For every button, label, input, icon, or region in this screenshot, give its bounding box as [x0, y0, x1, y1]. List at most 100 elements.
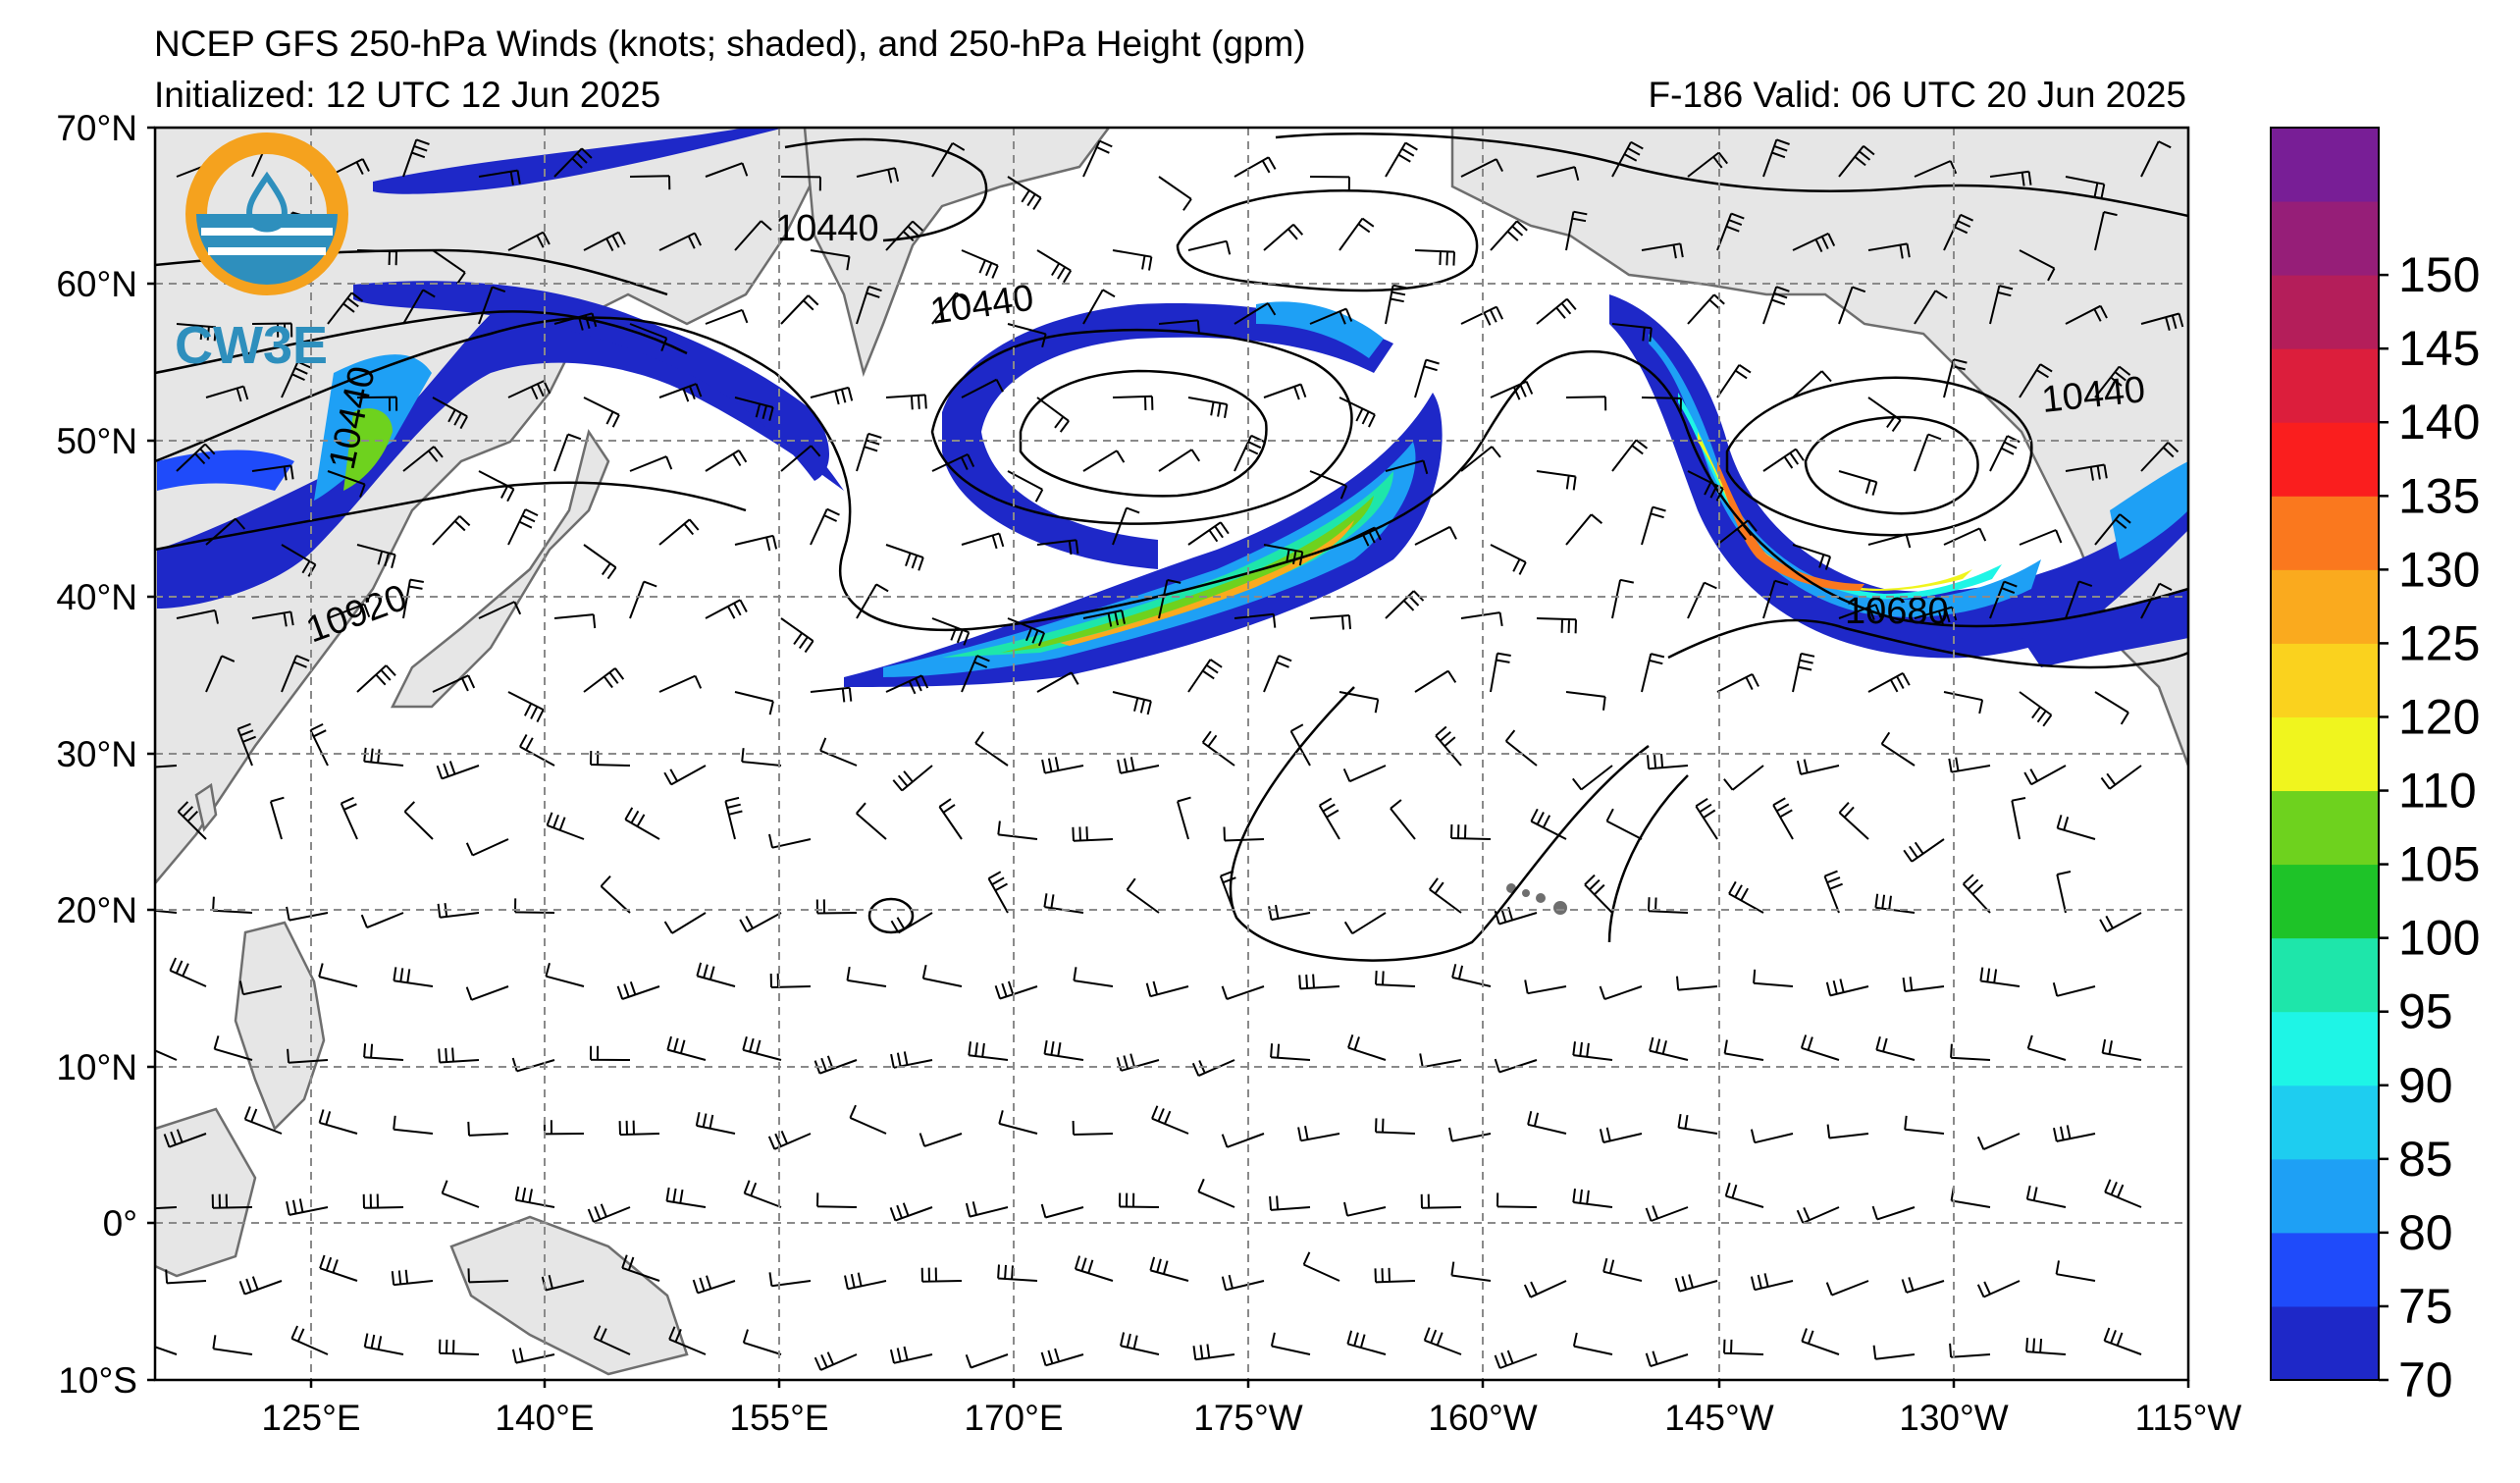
- wind-barb: [1962, 874, 1991, 914]
- wind-barb: [1385, 141, 1418, 178]
- wind-barb: [780, 176, 821, 191]
- wind-barb: [1112, 249, 1153, 271]
- wind-barb: [1339, 397, 1376, 428]
- wind-barb: [961, 532, 1005, 550]
- lon-tick-label: 160°W: [1428, 1398, 1538, 1438]
- height-contours: [155, 132, 2188, 962]
- wind-barb: [287, 1048, 329, 1064]
- colorbar-label: 135: [2398, 468, 2480, 523]
- wind-barb: [1390, 799, 1416, 840]
- wind-barb: [318, 1109, 358, 1135]
- wind-barb: [2104, 1179, 2142, 1208]
- wind-barb: [658, 383, 703, 402]
- wind-barb: [155, 1346, 178, 1355]
- wind-barb: [961, 249, 999, 279]
- wind-barb: [1838, 145, 1875, 178]
- wind-barb: [1339, 526, 1382, 547]
- wind-barb: [1263, 223, 1304, 251]
- wind-barb: [1036, 671, 1079, 693]
- wind-barb: [1801, 1328, 1840, 1355]
- wind-barb: [919, 1133, 963, 1147]
- wind-barb: [1036, 539, 1079, 556]
- wind-barb: [616, 980, 660, 1000]
- wind-barb: [1611, 439, 1649, 472]
- wind-barb: [1494, 1350, 1538, 1369]
- lat-tick-label: 50°N: [56, 421, 137, 461]
- wind-barb: [1494, 906, 1538, 926]
- wind-barb: [1460, 305, 1504, 326]
- wind-barb: [2056, 871, 2072, 914]
- wind-barb: [402, 446, 444, 472]
- wind-barb: [856, 167, 900, 184]
- wind-barb: [885, 674, 929, 695]
- wind-barb: [1385, 459, 1429, 475]
- wind-barb: [1523, 1280, 1567, 1298]
- wind-barb: [658, 232, 703, 251]
- wind-barb: [600, 875, 631, 914]
- wind-barb: [251, 322, 293, 338]
- lat-tick-label: 10°N: [56, 1047, 137, 1087]
- wind-barb: [391, 1269, 434, 1287]
- wind-barb: [998, 1110, 1038, 1135]
- wind-barb: [741, 748, 782, 767]
- wind-barb: [1302, 1251, 1340, 1282]
- colorbar-label: 120: [2398, 689, 2480, 744]
- wind-barb: [921, 964, 963, 987]
- wind-barb: [1270, 1043, 1311, 1061]
- wind-barb: [1716, 363, 1752, 398]
- wind-barb: [624, 807, 660, 840]
- wind-barb: [507, 691, 545, 723]
- wind-barb: [1976, 1133, 2021, 1151]
- wind-barb: [583, 667, 625, 693]
- wind-barb: [618, 1120, 660, 1137]
- wind-barb: [393, 1115, 434, 1135]
- wind-barb: [705, 162, 749, 178]
- wind-barb: [432, 397, 468, 430]
- wind-barb: [1490, 380, 1534, 400]
- wind-barb: [885, 220, 923, 251]
- wind-barb: [1289, 723, 1311, 767]
- lat-tick-label: 60°N: [56, 264, 137, 304]
- wind-barb: [1187, 397, 1229, 418]
- colorbar-label: 140: [2398, 395, 2480, 450]
- wind-barb: [1177, 796, 1191, 840]
- wind-barb: [176, 609, 219, 624]
- wind-barb: [1082, 609, 1126, 627]
- wind-barb: [705, 599, 748, 619]
- wind-barb: [176, 323, 217, 342]
- wind-barb: [885, 544, 924, 571]
- wind-barb: [1979, 967, 2021, 987]
- wind-barb: [478, 470, 515, 503]
- colorbar-swatch: [2271, 864, 2379, 939]
- wind-barb: [1423, 1327, 1462, 1355]
- wind-barb: [1943, 527, 1987, 546]
- wind-barb: [583, 544, 617, 580]
- wind-barb: [739, 912, 782, 933]
- wind-barb: [1716, 212, 1745, 251]
- wind-barb: [432, 674, 476, 693]
- wind-barb: [974, 731, 1009, 767]
- wind-barb: [318, 963, 358, 987]
- wind-barb: [1221, 1274, 1265, 1292]
- wind-barb: [1414, 669, 1457, 693]
- wind-barb: [1572, 1188, 1613, 1208]
- wind-barb: [1120, 1332, 1160, 1355]
- wind-barb: [1040, 1348, 1084, 1367]
- wind-barb: [1414, 358, 1440, 398]
- wind-barb: [931, 452, 975, 472]
- wind-barb: [2103, 1327, 2142, 1355]
- wind-barb: [2140, 312, 2184, 331]
- colorbar-swatch: [2271, 201, 2379, 276]
- wind-barb: [1792, 544, 1832, 570]
- wind-barb: [1374, 1267, 1416, 1284]
- wind-barb: [478, 169, 521, 185]
- wind-barb: [742, 1036, 782, 1061]
- wind-barb: [1074, 1255, 1114, 1282]
- wind-barb: [1158, 578, 1181, 619]
- wind-barb: [2019, 529, 2063, 546]
- wind-barb: [1762, 286, 1790, 325]
- wind-barb: [1234, 156, 1277, 178]
- wind-barb: [1647, 754, 1689, 770]
- wind-barb: [2094, 365, 2131, 398]
- wind-barb: [1536, 470, 1577, 491]
